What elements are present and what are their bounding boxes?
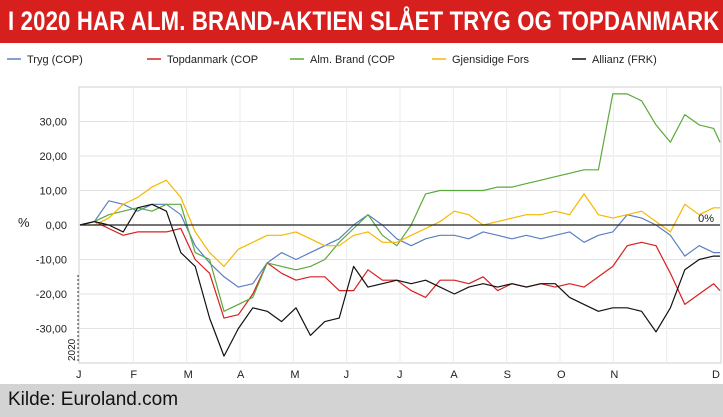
x-tick-label: F bbox=[130, 369, 137, 381]
x-tick-label: M bbox=[290, 369, 299, 381]
legend-label: Allianz (FRK) bbox=[592, 54, 657, 66]
series-line bbox=[79, 203, 720, 357]
legend-item: Gjensidige Fors bbox=[432, 54, 530, 66]
x-tick-label: S bbox=[504, 369, 511, 381]
series-line bbox=[80, 179, 720, 267]
y-axis-ticks: -30,00 -20,00 -10,00 0,00 10,00 20,00 30,00 bbox=[36, 117, 67, 336]
legend-item: Allianz (FRK) bbox=[572, 54, 657, 66]
x-tick-label: J bbox=[76, 369, 82, 381]
y-tick-label: 0,00 bbox=[46, 220, 67, 232]
legend-label: Gjensidige Fors bbox=[452, 54, 530, 66]
series-lines bbox=[79, 93, 721, 357]
y-tick-label: -20,00 bbox=[36, 289, 67, 301]
y-tick-label: 20,00 bbox=[39, 151, 67, 163]
x-tick-label: J bbox=[344, 369, 350, 381]
x-tick-label: D bbox=[712, 369, 720, 381]
legend-label: Topdanmark (COP bbox=[167, 54, 258, 66]
x-tick-label: N bbox=[610, 369, 618, 381]
x-tick-label: O bbox=[557, 369, 566, 381]
legend-label: Alm. Brand (COP bbox=[310, 54, 395, 66]
legend-item: Topdanmark (COP bbox=[147, 54, 258, 66]
x-tick-label: A bbox=[450, 369, 458, 381]
x-tick-label: M bbox=[184, 369, 193, 381]
x-tick-label: J bbox=[397, 369, 403, 381]
zero-reference: 0% bbox=[80, 213, 720, 226]
chart-title: I 2020 HAR ALM. BRAND-AKTIEN SLÅET TRYG … bbox=[8, 6, 720, 36]
legend-label: Tryg (COP) bbox=[27, 54, 83, 66]
series-line bbox=[79, 221, 721, 319]
series-line bbox=[79, 93, 721, 312]
legend-item: Tryg (COP) bbox=[7, 54, 83, 66]
y-tick-label: -10,00 bbox=[36, 255, 67, 267]
zero-label: 0% bbox=[698, 213, 714, 225]
y-tick-label: 30,00 bbox=[39, 117, 67, 129]
legend: Tryg (COP) Topdanmark (COP Alm. Brand (COP… bbox=[7, 54, 657, 66]
line-chart: Tryg (COP) Topdanmark (COP Alm. Brand (COP… bbox=[0, 43, 723, 384]
y-tick-label: 10,00 bbox=[39, 186, 67, 198]
y-axis-label: % bbox=[18, 215, 30, 230]
year-label: 2020 bbox=[67, 338, 78, 361]
legend-item: Alm. Brand (COP bbox=[290, 54, 395, 66]
source-footer: Kilde: Euroland.com bbox=[0, 384, 723, 417]
source-label: Kilde: Euroland.com bbox=[8, 389, 179, 410]
title-banner: I 2020 HAR ALM. BRAND-AKTIEN SLÅET TRYG … bbox=[0, 0, 723, 43]
x-tick-label: A bbox=[237, 369, 245, 381]
chart-background bbox=[0, 43, 723, 384]
y-tick-label: -30,00 bbox=[36, 324, 67, 336]
